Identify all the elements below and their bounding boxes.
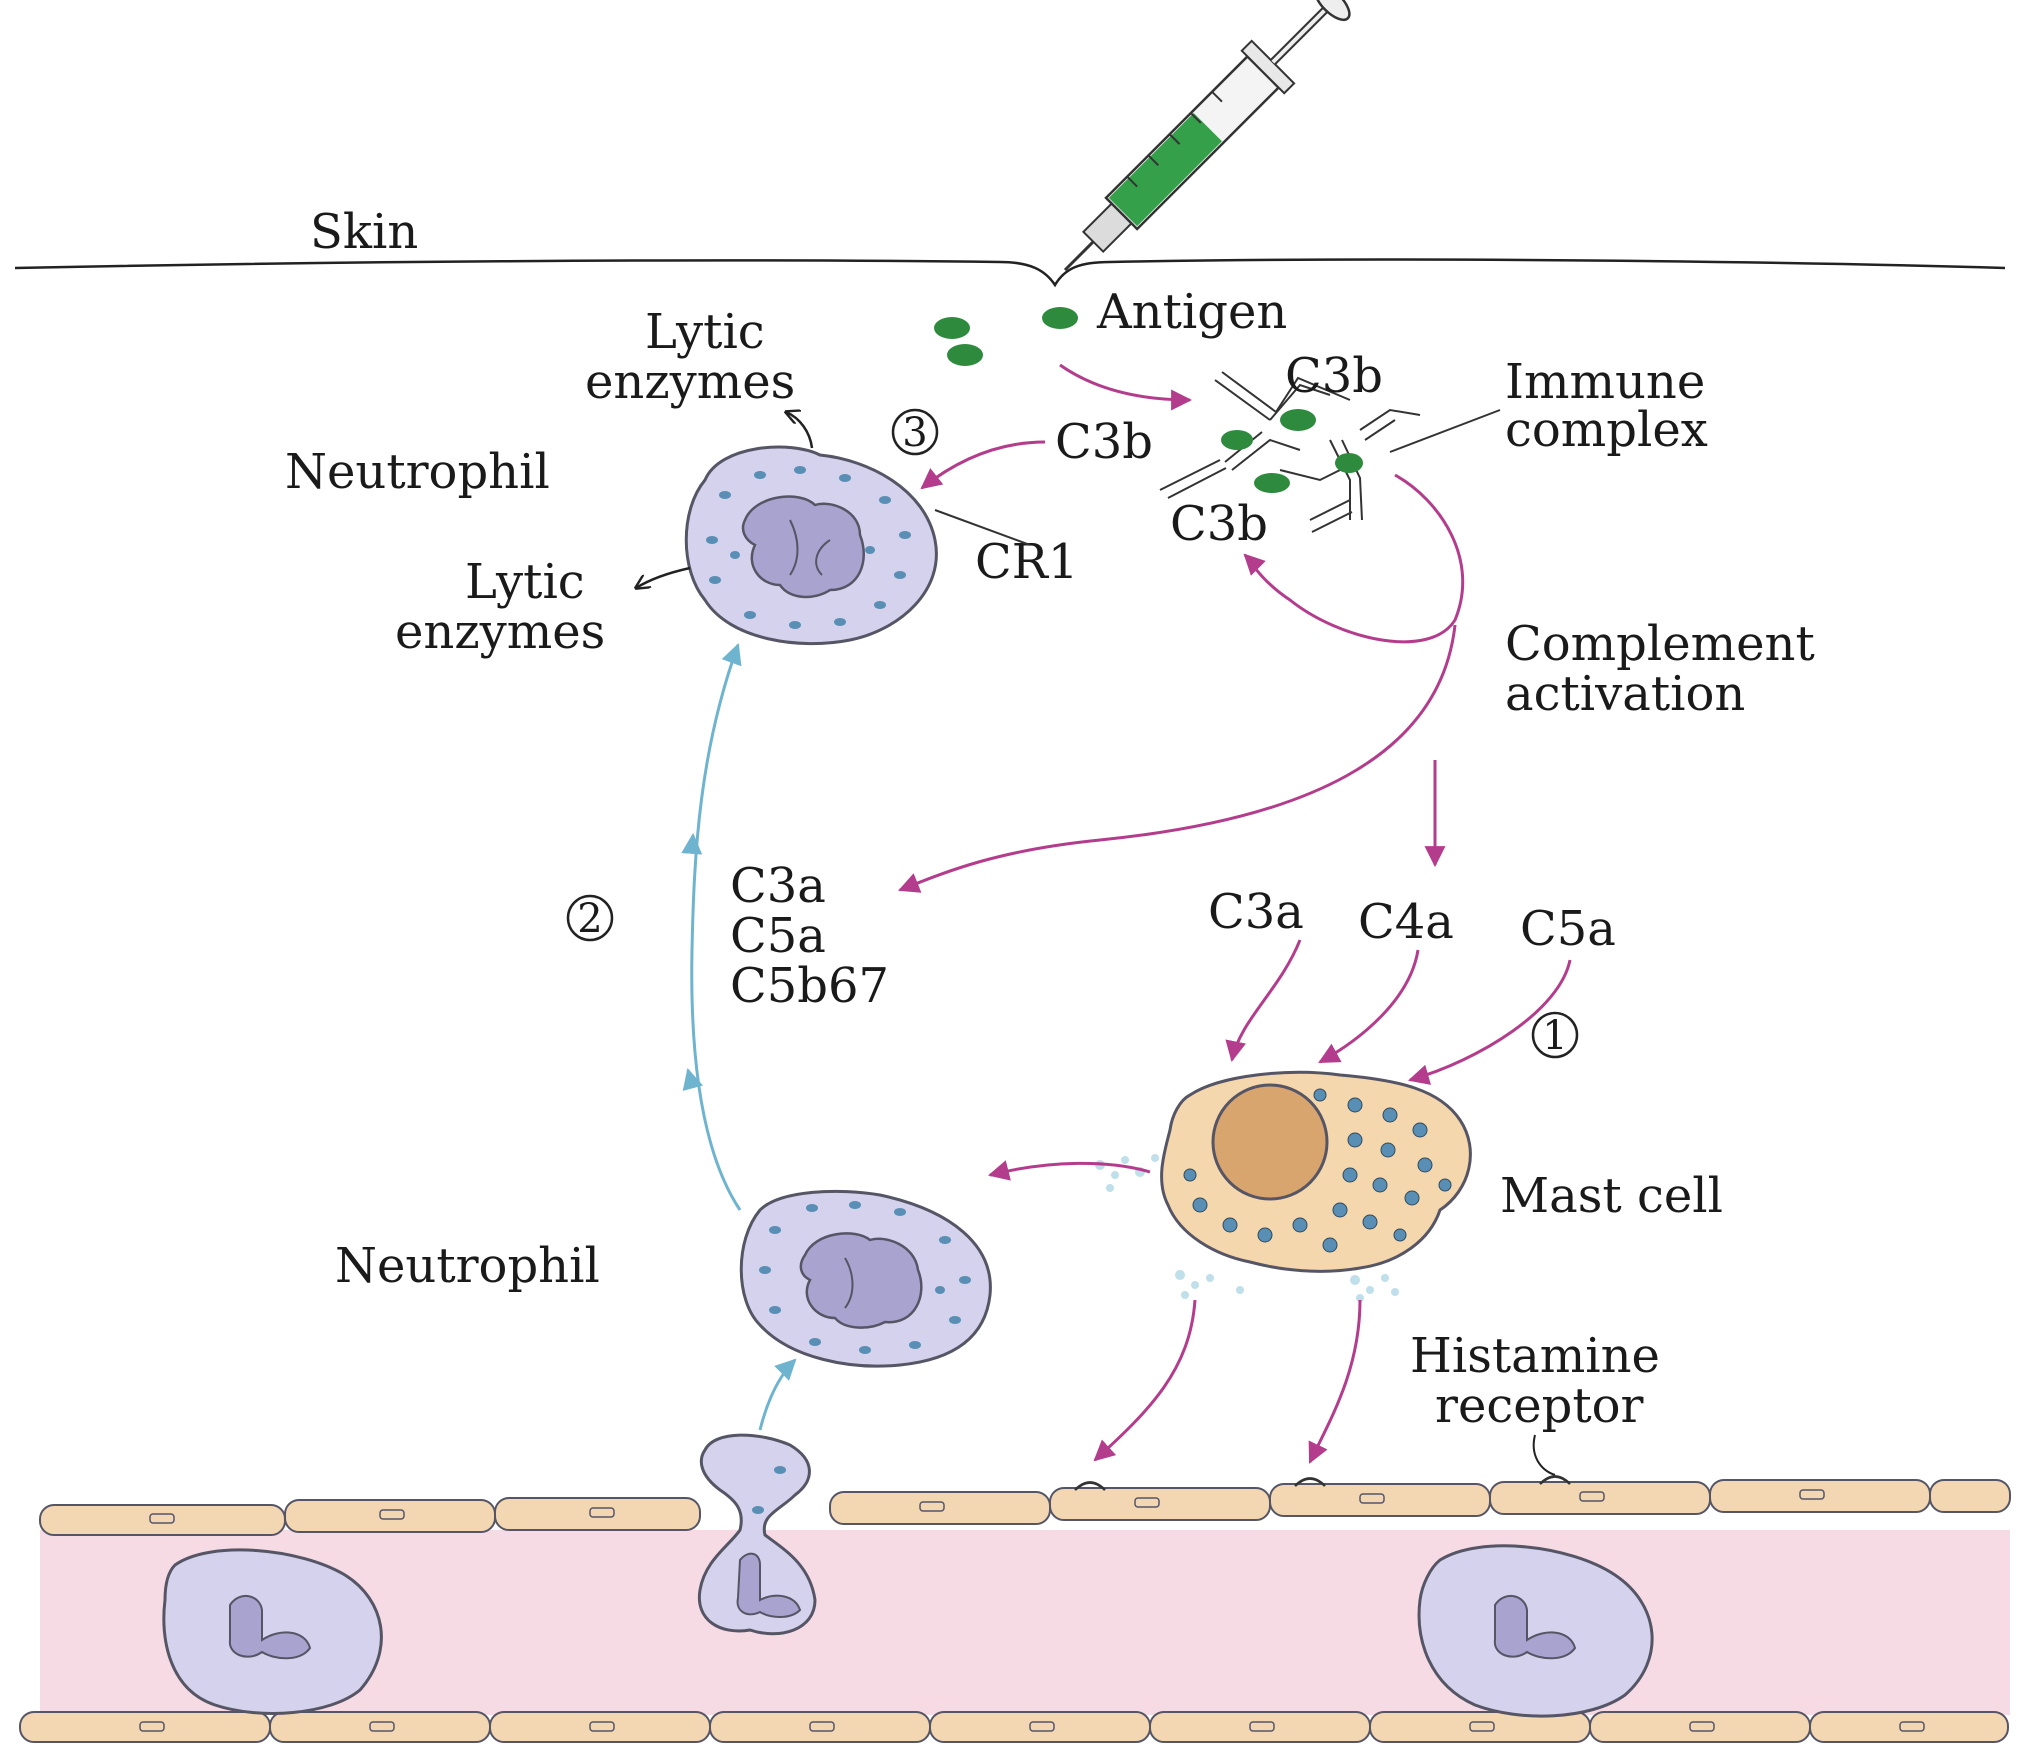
lytic-enzymes-top-line1: Lytic — [645, 304, 765, 360]
mast-cell-label: Mast cell — [1500, 1168, 1723, 1224]
syringe-icon — [1063, 0, 1351, 272]
arrow-neutrophil-migration — [690, 643, 742, 1211]
immune-complex-label-line1: Immune — [1505, 354, 1705, 410]
histamine-receptor-line1: Histamine — [1410, 1328, 1660, 1384]
antigen-particles — [934, 307, 1078, 366]
step-3-marker: 3 — [891, 408, 939, 456]
arrow-antigen-to-complex — [1059, 363, 1193, 411]
lytic-enzymes-bottom-line2: enzymes — [395, 604, 605, 660]
c3a-right-label: C3a — [1208, 884, 1304, 940]
migration-chevron-2 — [681, 832, 703, 855]
neutrophil-top — [684, 445, 938, 646]
antigen-in-complex — [1221, 409, 1363, 493]
arrow-c4a-to-mast-cell — [1318, 949, 1420, 1064]
svg-text:2: 2 — [577, 896, 602, 942]
arrow-c5a-to-mast-cell — [1407, 959, 1572, 1085]
arrow-lytic-enzymes-bottom — [636, 566, 691, 588]
svg-text:3: 3 — [902, 410, 927, 456]
c3a-left-label: C3a — [730, 858, 826, 914]
migration-chevron-1 — [682, 1067, 704, 1091]
c3b-bottom-label: C3b — [1170, 496, 1268, 552]
complement-activation-line2: activation — [1505, 666, 1745, 722]
skin-surface-line — [14, 258, 2006, 288]
c4a-label: C4a — [1358, 894, 1454, 950]
mast-cell — [1095, 1070, 1472, 1302]
lytic-enzymes-bottom-line1: Lytic — [465, 554, 585, 610]
lytic-enzymes-top-line2: enzymes — [585, 354, 795, 410]
histamine-receptor-leader — [1532, 1434, 1556, 1476]
arrow-c3b-to-neutrophil — [920, 440, 1046, 490]
immune-complex-label-line2: complex — [1505, 402, 1708, 458]
arrow-histamine-right — [1308, 1299, 1362, 1464]
neutrophil-extravasating — [697, 1433, 817, 1636]
immune-complex-leader-line — [1389, 409, 1501, 453]
c5b67-label: C5b67 — [730, 958, 889, 1014]
c5a-right-label: C5a — [1520, 901, 1616, 957]
histamine-receptor-line2: receptor — [1435, 1378, 1644, 1434]
neutrophil-top-label: Neutrophil — [285, 444, 550, 500]
c3b-top-label: C3b — [1285, 348, 1383, 404]
neutrophil-bottom — [739, 1189, 992, 1368]
arrow-c3a-to-mast-cell — [1225, 939, 1302, 1063]
immune-complex — [1159, 371, 1421, 533]
svg-text:1: 1 — [1542, 1013, 1567, 1059]
step-2-marker: 2 — [566, 894, 614, 942]
arrow-histamine-left — [1093, 1299, 1197, 1462]
neutrophil-bottom-label: Neutrophil — [335, 1238, 600, 1294]
c5a-left-label: C5a — [730, 908, 826, 964]
step-1-marker: 1 — [1531, 1011, 1579, 1059]
complement-activation-line1: Complement — [1505, 616, 1815, 672]
neutrophil-lumen-left — [162, 1548, 383, 1715]
cr1-label: CR1 — [975, 534, 1078, 590]
cr1-leader-line — [934, 509, 1031, 546]
arrow-mast-cell-to-neutrophil — [987, 1160, 1151, 1181]
c3b-left-label: C3b — [1055, 414, 1153, 470]
arrow-lytic-enzymes-top — [786, 412, 814, 449]
arrow-extravasation — [758, 1358, 797, 1431]
arrow-complement-to-c3a-c5a — [898, 624, 1457, 893]
arrow-complement-loop-to-c3b — [1243, 473, 1465, 644]
neutrophil-lumen-right — [1417, 1544, 1654, 1718]
antigen-label: Antigen — [1096, 284, 1287, 340]
skin-label: Skin — [310, 204, 418, 260]
